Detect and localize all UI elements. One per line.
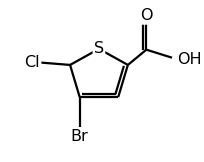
Text: OH: OH [177,52,202,67]
Text: Cl: Cl [24,55,40,70]
Text: Br: Br [71,129,89,144]
Text: O: O [140,8,153,23]
Text: S: S [94,40,104,56]
